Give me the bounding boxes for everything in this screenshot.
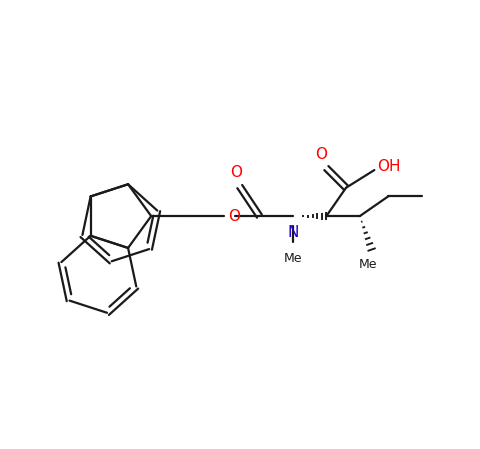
Text: Me: Me bbox=[284, 251, 302, 264]
Text: OH: OH bbox=[377, 158, 400, 174]
Text: Me: Me bbox=[359, 258, 377, 271]
Text: O: O bbox=[230, 165, 242, 180]
Text: N: N bbox=[288, 225, 299, 240]
Text: O: O bbox=[315, 147, 327, 163]
Text: O: O bbox=[228, 209, 240, 224]
